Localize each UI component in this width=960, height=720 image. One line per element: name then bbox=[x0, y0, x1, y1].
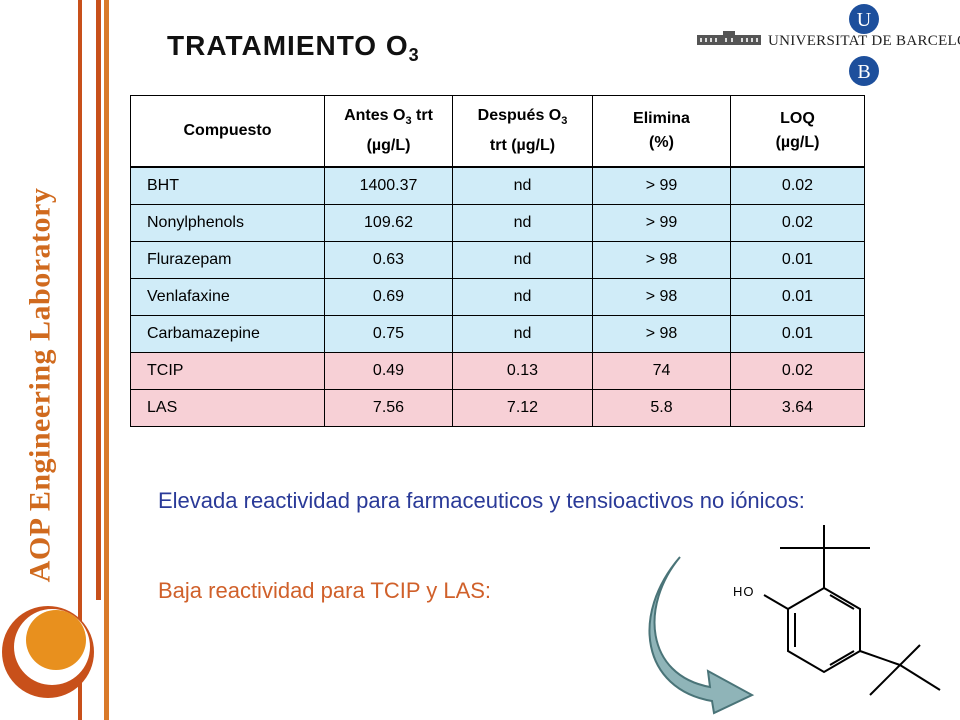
table-row: Venlafaxine 0.69 nd > 98 0.01 bbox=[130, 278, 865, 316]
table-row: Carbamazepine 0.75 nd > 98 0.01 bbox=[130, 315, 865, 353]
cell-elimina: > 98 bbox=[592, 278, 731, 316]
note-low-reactivity: Baja reactividad para TCIP y LAS: bbox=[158, 578, 492, 603]
cell-compuesto: Nonylphenols bbox=[130, 204, 325, 242]
header-despues-sub: 3 bbox=[561, 115, 568, 128]
cell-elimina: > 98 bbox=[592, 315, 731, 353]
cell-despues: nd bbox=[452, 241, 593, 279]
header-compuesto: Compuesto bbox=[130, 95, 325, 168]
cell-antes: 0.63 bbox=[324, 241, 453, 279]
concentric-circles-logo-icon bbox=[2, 606, 94, 698]
page-title: TRATAMIENTO O3 bbox=[167, 30, 420, 66]
cell-antes: 0.75 bbox=[324, 315, 453, 353]
left-accent-bar-3 bbox=[104, 0, 109, 720]
cell-compuesto: LAS bbox=[130, 389, 325, 427]
curved-arrow-icon bbox=[648, 556, 755, 715]
cell-antes: 109.62 bbox=[324, 204, 453, 242]
cell-loq: 3.64 bbox=[730, 389, 865, 427]
cell-elimina: > 98 bbox=[592, 241, 731, 279]
header-elimina-b: (%) bbox=[649, 134, 674, 151]
cell-despues: 7.12 bbox=[452, 389, 593, 427]
lab-label-text: AOP Engineering Laboratory bbox=[23, 187, 57, 583]
cell-compuesto: TCIP bbox=[130, 352, 325, 390]
logo-letter-top: U bbox=[857, 9, 872, 31]
cell-antes: 0.69 bbox=[324, 278, 453, 316]
cell-elimina: 5.8 bbox=[592, 389, 731, 427]
header-antes: Antes O3 trt (µg/L) bbox=[324, 95, 453, 168]
cell-compuesto: Venlafaxine bbox=[130, 278, 325, 316]
lab-label: AOP Engineering Laboratory bbox=[10, 185, 70, 585]
cell-despues: nd bbox=[452, 166, 593, 205]
left-accent-bar-2 bbox=[96, 0, 101, 600]
cell-antes: 7.56 bbox=[324, 389, 453, 427]
table-header-row: Compuesto Antes O3 trt (µg/L) Después O3… bbox=[130, 95, 865, 168]
left-accent-bar bbox=[78, 0, 82, 720]
header-elimina-a: Elimina bbox=[633, 110, 690, 127]
cell-elimina: 74 bbox=[592, 352, 731, 390]
bht-molecule-icon bbox=[763, 525, 941, 696]
cell-antes: 0.49 bbox=[324, 352, 453, 390]
header-loq: LOQ (µg/L) bbox=[730, 95, 865, 168]
cell-loq: 0.01 bbox=[730, 315, 865, 353]
header-antes-c: (µg/L) bbox=[366, 136, 411, 154]
header-despues-a: Después O bbox=[477, 107, 562, 125]
results-table: Compuesto Antes O3 trt (µg/L) Después O3… bbox=[130, 95, 865, 427]
cell-loq: 0.01 bbox=[730, 278, 865, 316]
table-row: LAS 7.56 7.12 5.8 3.64 bbox=[130, 389, 865, 427]
cell-compuesto: Carbamazepine bbox=[130, 315, 325, 353]
cell-compuesto: Flurazepam bbox=[130, 241, 325, 279]
table-row: Nonylphenols 109.62 nd > 99 0.02 bbox=[130, 204, 865, 242]
header-despues: Después O3 trt (µg/L) bbox=[452, 95, 593, 168]
header-loq-a: LOQ bbox=[780, 110, 815, 127]
cell-elimina: > 99 bbox=[592, 204, 731, 242]
header-antes-a: Antes O bbox=[344, 107, 406, 125]
molecule-ho-label: HO bbox=[733, 584, 755, 599]
cell-loq: 0.02 bbox=[730, 166, 865, 205]
university-u-logo-icon: U bbox=[849, 4, 879, 34]
cell-despues: nd bbox=[452, 204, 593, 242]
header-antes-sub: 3 bbox=[405, 115, 412, 128]
cell-despues: nd bbox=[452, 278, 593, 316]
header-elimina: Elimina (%) bbox=[592, 95, 731, 168]
table-row: BHT 1400.37 nd > 99 0.02 bbox=[130, 166, 865, 205]
header-loq-b: (µg/L) bbox=[775, 134, 820, 151]
cell-elimina: > 99 bbox=[592, 166, 731, 205]
cell-loq: 0.02 bbox=[730, 352, 865, 390]
table-row: Flurazepam 0.63 nd > 98 0.01 bbox=[130, 241, 865, 279]
header-antes-b: trt bbox=[416, 107, 433, 125]
cell-antes: 1400.37 bbox=[324, 166, 453, 205]
cell-loq: 0.01 bbox=[730, 241, 865, 279]
header-despues-b: trt (µg/L) bbox=[489, 136, 556, 154]
university-b-logo-icon: B bbox=[849, 56, 879, 86]
university-building-icon bbox=[697, 31, 761, 45]
cell-loq: 0.02 bbox=[730, 204, 865, 242]
note-high-reactivity: Elevada reactividad para farmaceuticos y… bbox=[158, 488, 805, 513]
logo-letter-bottom: B bbox=[857, 61, 870, 83]
cell-compuesto: BHT bbox=[130, 166, 325, 205]
title-text: TRATAMIENTO O bbox=[167, 30, 409, 61]
cell-despues: nd bbox=[452, 315, 593, 353]
title-subscript: 3 bbox=[408, 45, 420, 65]
university-name: UNIVERSITAT DE BARCELONA bbox=[768, 33, 960, 49]
table-row: TCIP 0.49 0.13 74 0.02 bbox=[130, 352, 865, 390]
cell-despues: 0.13 bbox=[452, 352, 593, 390]
